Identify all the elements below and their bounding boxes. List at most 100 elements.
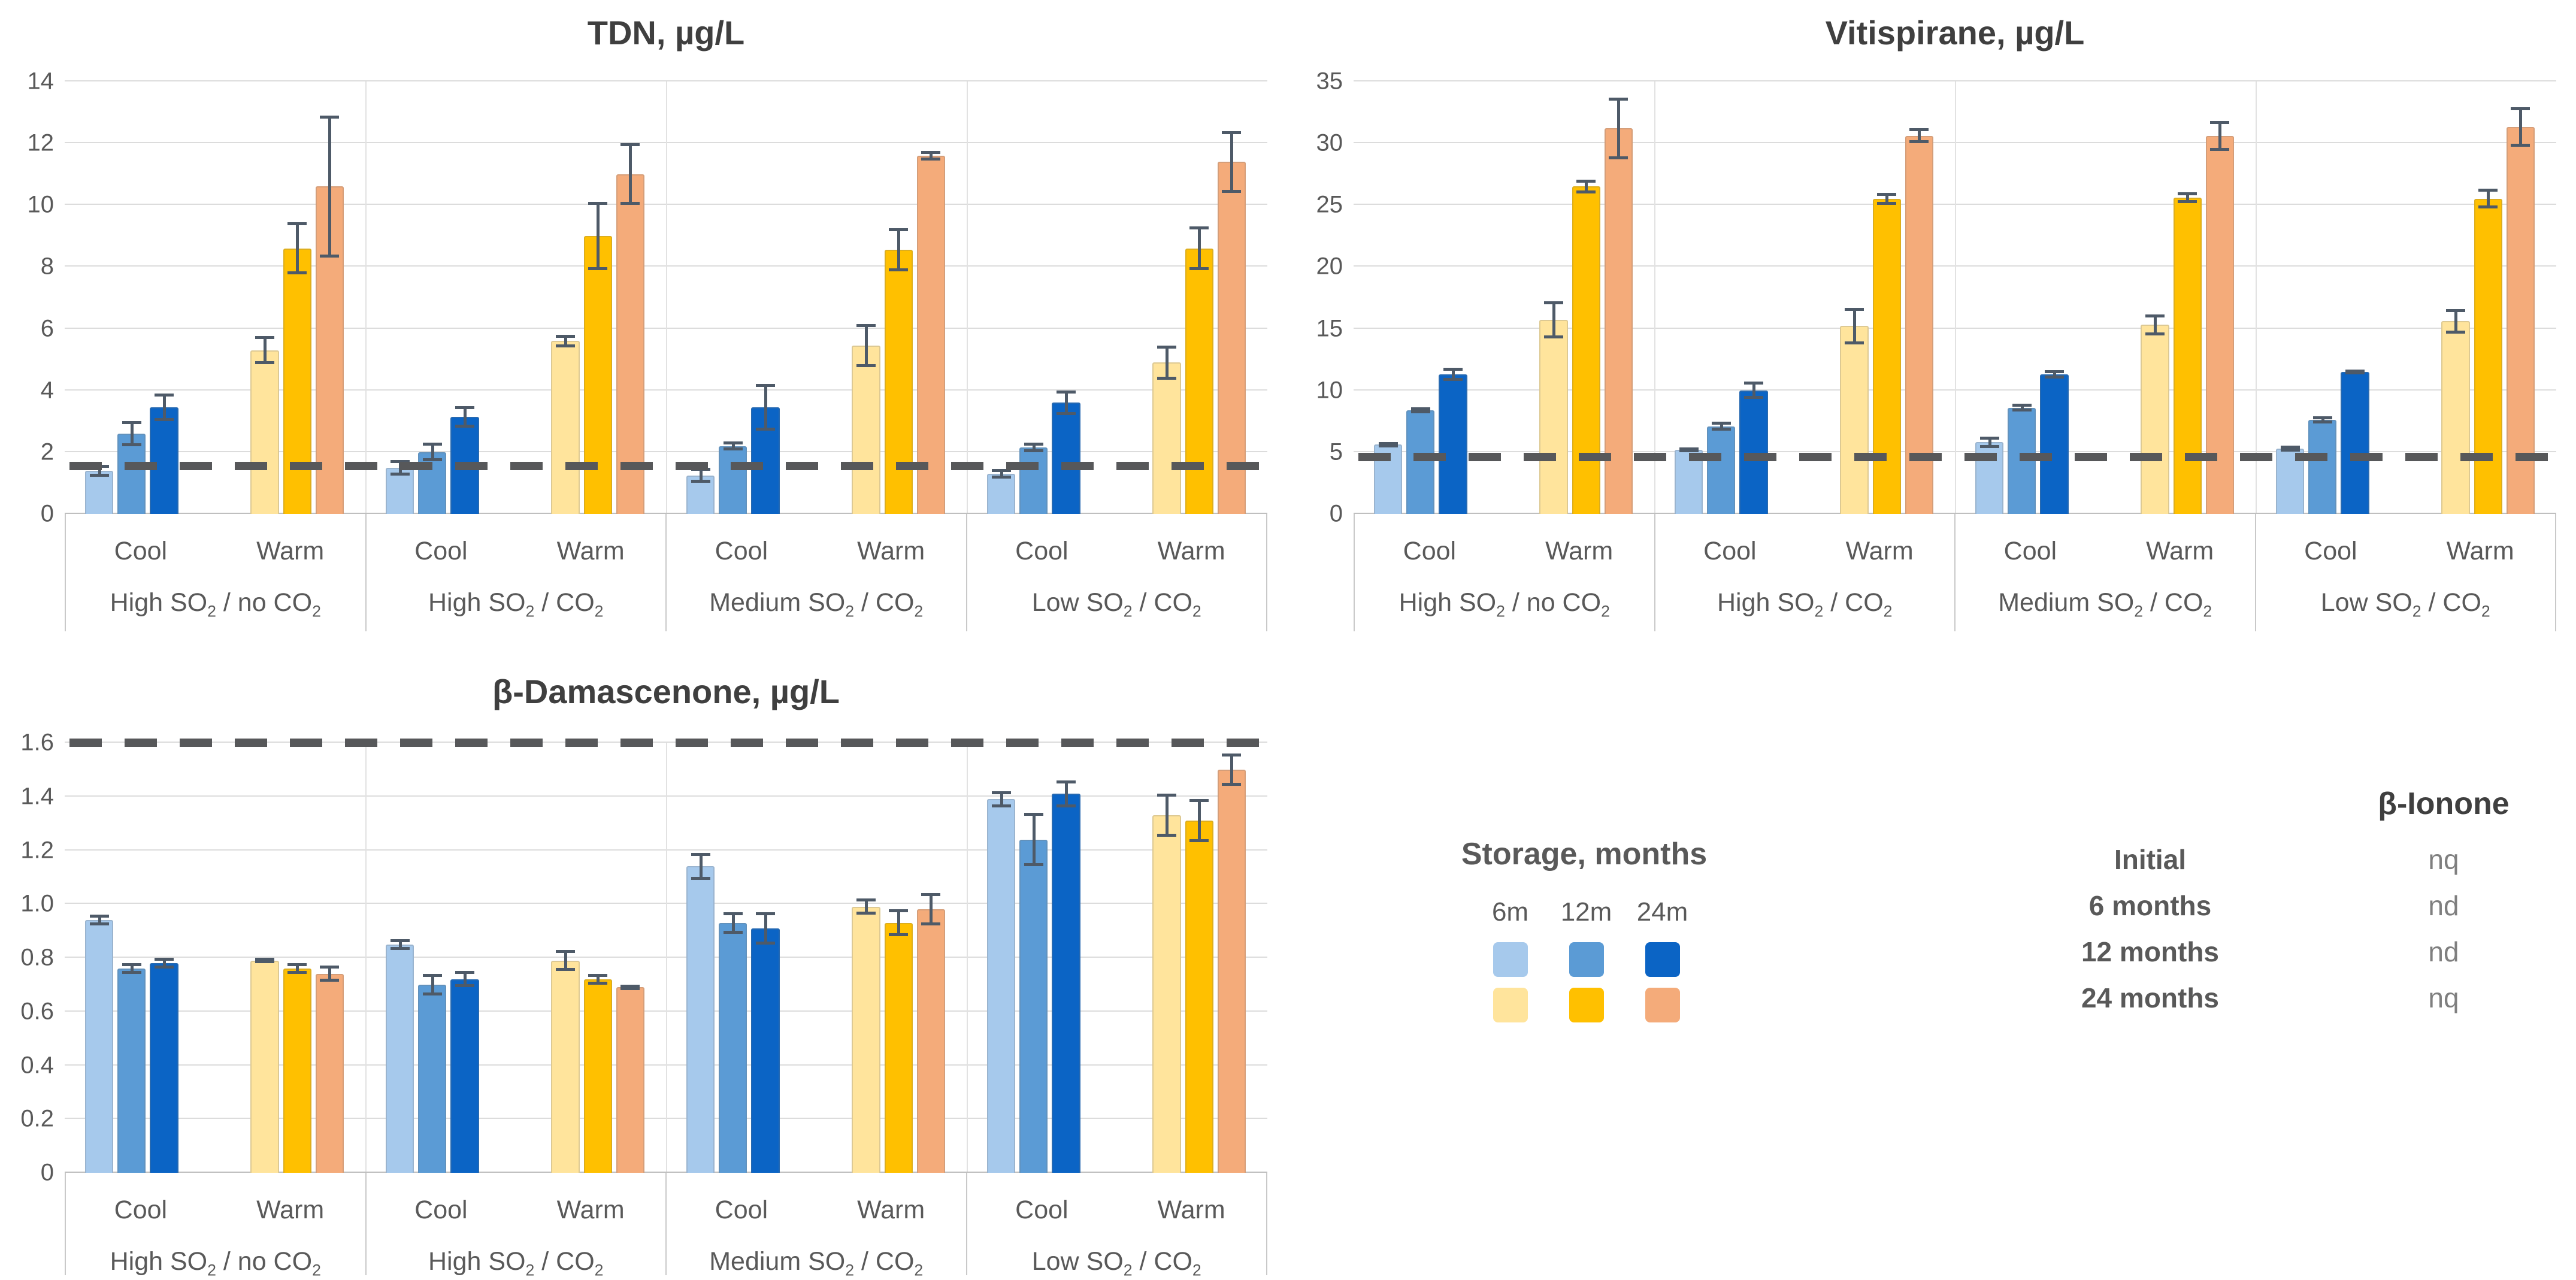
error-bar-part — [2478, 205, 2498, 209]
chart-damascenone: β-Damascenone, µg/L 0 0.2 0.4 0.6 0.8 1.0 1.2 1… — [11, 666, 1284, 1279]
error-bar — [2446, 308, 2466, 334]
bar-warm-6m — [1152, 815, 1181, 1173]
subgroup-label: Warm — [1845, 537, 1914, 565]
bar-slot — [1439, 81, 1467, 514]
bar-slot — [150, 81, 178, 514]
bar-slot — [1840, 81, 1869, 514]
error-bar-part — [897, 909, 901, 937]
error-bar-part — [1000, 791, 1003, 807]
error-bar — [255, 336, 275, 364]
axis-group-cell: Cool Warm Medium SO2 / CO2 — [1954, 514, 2255, 631]
error-bar — [1157, 794, 1177, 837]
error-bar-part — [2312, 420, 2332, 424]
bar-warm-6m — [852, 345, 880, 514]
error-bar-part — [897, 228, 901, 272]
error-bar — [2478, 189, 2498, 209]
error-bar-part — [1552, 301, 1556, 339]
group-label: Medium SO2 / CO2 — [709, 1247, 924, 1279]
subgroup-label-row: Cool Warm — [367, 537, 666, 573]
bar-slot — [1019, 81, 1048, 514]
error-bar-part — [889, 909, 909, 913]
error-bar-part — [1189, 839, 1209, 843]
bar-slot — [616, 81, 644, 514]
error-bar-part — [1222, 753, 1242, 756]
y-tick-label: 15 — [1316, 315, 1343, 342]
error-bar-part — [1609, 156, 1628, 159]
bar-cool-6m — [386, 467, 414, 514]
error-bar-part — [1679, 449, 1699, 452]
subgroup-label: Cool — [114, 537, 168, 565]
chart-vitispirane: Vitispirane, µg/L 0 5 10 15 20 25 30 35 Cool War… — [1291, 2, 2576, 639]
bar-warm-6m — [551, 960, 580, 1173]
bars-layer — [65, 743, 1267, 1173]
bar-cool-24m — [1052, 403, 1080, 514]
bar-warm-6m — [1840, 326, 1869, 514]
group-divider-gridline — [365, 743, 367, 1173]
subgroup-label: Warm — [2446, 537, 2514, 565]
error-bar-part — [1064, 390, 1068, 415]
error-bar-part — [764, 912, 767, 945]
error-bar-part — [991, 475, 1011, 479]
error-bar-part — [130, 421, 134, 446]
bar-cool-24m — [2040, 374, 2069, 514]
bar-group — [1354, 81, 1654, 514]
error-bar-part — [320, 966, 340, 969]
bar-cool-6m — [85, 920, 114, 1173]
error-bar — [1222, 131, 1242, 193]
bar-slot — [2141, 81, 2169, 514]
subgroup-label: Cool — [715, 1196, 768, 1224]
bar-warm-6m — [2141, 325, 2169, 514]
bar-group — [365, 81, 666, 514]
ionone-row-value: nq — [2428, 844, 2459, 875]
bar-cool-6m — [85, 470, 114, 514]
error-bar-part — [1679, 447, 1699, 450]
error-bar-part — [1617, 97, 1621, 159]
chart-title-tdn: TDN, µg/L — [587, 14, 745, 52]
bar-group — [365, 743, 666, 1173]
error-bar — [2012, 404, 2032, 411]
error-bar-part — [2044, 370, 2064, 373]
bar-slot — [583, 743, 612, 1173]
gridline — [65, 513, 1267, 514]
bar-slot — [1406, 81, 1435, 514]
y-tick-label: 8 — [40, 253, 54, 280]
error-bar-part — [588, 202, 608, 205]
category-axis-tdn: Cool Warm High SO2 / no CO2 Cool Warm High SO… — [65, 514, 1267, 631]
error-bar-part — [431, 443, 434, 462]
warm-subgroup — [1152, 81, 1246, 514]
error-bar-part — [1064, 780, 1068, 807]
error-bar-part — [921, 151, 941, 155]
bar-slot — [1152, 81, 1181, 514]
warm-subgroup — [852, 743, 945, 1173]
axis-group-cell: Cool Warm Low SO2 / CO2 — [965, 514, 1267, 631]
subgroup-label: Cool — [1703, 537, 1757, 565]
error-bar-part — [1230, 753, 1234, 786]
bar-slot — [987, 81, 1016, 514]
error-bar-part — [2210, 121, 2230, 125]
error-bar — [455, 406, 474, 428]
bar-warm-24m — [916, 909, 945, 1173]
group-label: High SO2 / CO2 — [428, 588, 604, 621]
legend-column-12m: 12m — [1560, 897, 1612, 927]
axis-group-cell: Cool Warm High SO2 / no CO2 — [65, 514, 365, 631]
error-bar-part — [1024, 443, 1043, 446]
subgroup-label: Cool — [2304, 537, 2357, 565]
cool-subgroup — [386, 81, 479, 514]
error-bar-part — [89, 474, 109, 477]
subgroup-label-row: Cool Warm — [66, 537, 365, 573]
group-label: High SO2 / no CO2 — [1399, 588, 1610, 621]
bar-slot — [283, 743, 311, 1173]
error-bar-part — [2487, 189, 2490, 209]
bar-warm-12m — [884, 250, 913, 514]
error-bar-part — [2012, 408, 2032, 411]
y-tick-label: 1.6 — [20, 729, 54, 756]
bar-slot — [1572, 81, 1600, 514]
error-bar — [154, 958, 174, 969]
axis-group-cell: Cool Warm High SO2 / no CO2 — [65, 1173, 365, 1279]
subgroup-label-row: Cool Warm — [667, 1196, 966, 1231]
group-divider-gridline — [967, 81, 968, 514]
bar-warm-24m — [1604, 128, 1633, 514]
error-bar-part — [1189, 799, 1209, 803]
error-bar-part — [556, 334, 576, 338]
bar-warm-12m — [1872, 198, 1901, 514]
